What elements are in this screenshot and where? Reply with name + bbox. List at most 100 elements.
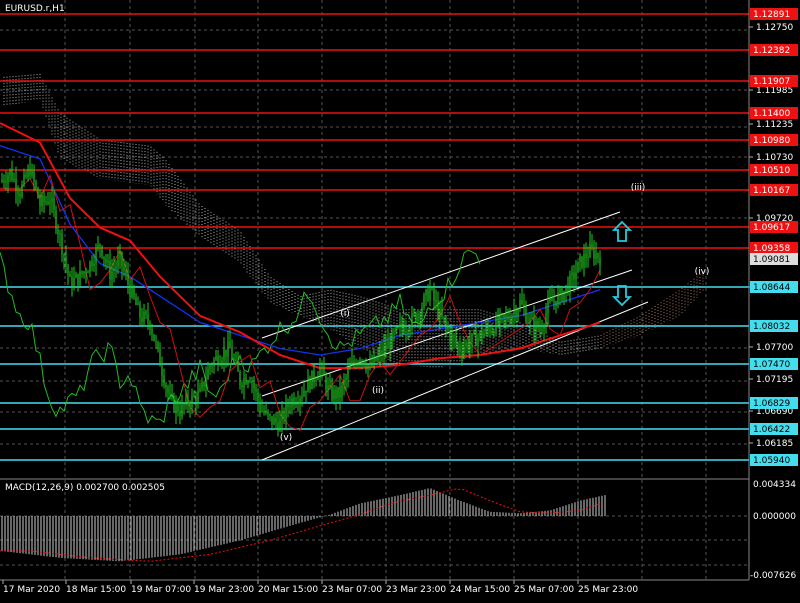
candle-body[interactable] (317, 377, 319, 380)
candle-body[interactable] (433, 288, 435, 300)
candle-body[interactable] (579, 256, 581, 262)
candle-body[interactable] (233, 358, 235, 360)
candle-body[interactable] (169, 393, 171, 395)
candle-body[interactable] (493, 331, 495, 335)
macd-panel[interactable]: MACD(12,26,9) 0.002700 0.002505 (0, 478, 749, 562)
candle-body[interactable] (393, 331, 395, 333)
candle-body[interactable] (553, 300, 555, 302)
candle-body[interactable] (191, 395, 193, 407)
candle-body[interactable] (221, 360, 223, 364)
candle-body[interactable] (533, 317, 535, 332)
candle-body[interactable] (527, 322, 529, 324)
candle-body[interactable] (29, 168, 31, 176)
candle-body[interactable] (463, 347, 465, 354)
candle-body[interactable] (275, 418, 277, 423)
candle-body[interactable] (327, 384, 329, 390)
candle-body[interactable] (147, 314, 149, 323)
candle-body[interactable] (593, 247, 595, 259)
candle-body[interactable] (155, 340, 157, 342)
candle-body[interactable] (213, 359, 215, 367)
candle-body[interactable] (383, 345, 385, 355)
candle-body[interactable] (211, 365, 213, 367)
candle-body[interactable] (25, 174, 27, 178)
candle-body[interactable] (591, 243, 593, 248)
candle-body[interactable] (89, 261, 91, 273)
candle-body[interactable] (167, 387, 169, 394)
candle-body[interactable] (361, 360, 363, 362)
candle-body[interactable] (369, 362, 371, 366)
candle-body[interactable] (465, 342, 467, 348)
candle-body[interactable] (135, 297, 137, 305)
candle-body[interactable] (207, 368, 209, 380)
candle-body[interactable] (115, 266, 117, 269)
candle-body[interactable] (321, 366, 323, 368)
candle-body[interactable] (141, 317, 143, 322)
candle-body[interactable] (567, 285, 569, 294)
candle-body[interactable] (69, 274, 71, 277)
candle-body[interactable] (161, 366, 163, 376)
candle-body[interactable] (45, 201, 47, 203)
candle-body[interactable] (145, 311, 147, 315)
candle-body[interactable] (143, 311, 145, 322)
candle-body[interactable] (223, 349, 225, 361)
candle-body[interactable] (365, 365, 367, 370)
candle-body[interactable] (395, 327, 397, 333)
candle-body[interactable] (431, 288, 433, 290)
candle-body[interactable] (241, 385, 243, 388)
candle-body[interactable] (121, 252, 123, 268)
candle-body[interactable] (157, 341, 159, 348)
candle-body[interactable] (15, 178, 17, 192)
candle-body[interactable] (257, 391, 259, 402)
candle-body[interactable] (273, 418, 275, 425)
candle-body[interactable] (51, 198, 53, 202)
candle-body[interactable] (225, 349, 227, 357)
candle-body[interactable] (421, 307, 423, 318)
candle-body[interactable] (9, 169, 11, 176)
candle-body[interactable] (415, 312, 417, 321)
candle-body[interactable] (403, 328, 405, 333)
candle-body[interactable] (117, 258, 119, 267)
candle-body[interactable] (335, 389, 337, 399)
candle-body[interactable] (515, 310, 517, 317)
candle-body[interactable] (259, 401, 261, 412)
candle-body[interactable] (267, 410, 269, 415)
candle-body[interactable] (63, 254, 65, 257)
candle-body[interactable] (313, 370, 315, 381)
candle-body[interactable] (19, 193, 21, 197)
candle-body[interactable] (523, 304, 525, 309)
candle-body[interactable] (297, 403, 299, 405)
candle-body[interactable] (559, 288, 561, 294)
candle-body[interactable] (349, 365, 351, 370)
candle-body[interactable] (351, 360, 353, 366)
candle-body[interactable] (405, 330, 407, 333)
candle-body[interactable] (263, 410, 265, 413)
candle-body[interactable] (355, 363, 357, 367)
candle-body[interactable] (409, 328, 411, 332)
candle-body[interactable] (99, 244, 101, 247)
candle-body[interactable] (551, 297, 553, 302)
candle-body[interactable] (477, 337, 479, 346)
candle-body[interactable] (159, 347, 161, 367)
candle-body[interactable] (193, 395, 195, 397)
candle-body[interactable] (85, 271, 87, 274)
candle-body[interactable] (543, 326, 545, 330)
candle-body[interactable] (83, 271, 85, 275)
candle-body[interactable] (499, 314, 501, 325)
candle-body[interactable] (129, 284, 131, 297)
candle-body[interactable] (243, 378, 245, 388)
candle-body[interactable] (363, 360, 365, 366)
candle-body[interactable] (107, 260, 109, 263)
candle-body[interactable] (497, 317, 499, 325)
candle-body[interactable] (101, 246, 103, 257)
candle-body[interactable] (519, 300, 521, 310)
candle-body[interactable] (599, 257, 601, 265)
candle-body[interactable] (401, 323, 403, 329)
candle-body[interactable] (387, 341, 389, 349)
candle-body[interactable] (509, 319, 511, 323)
time-axis[interactable]: 17 Mar 2020 18 Mar 15:00 19 Mar 07:00 19 Ma… (0, 579, 749, 595)
candle-body[interactable] (133, 286, 135, 298)
candle-body[interactable] (119, 252, 121, 259)
price-candles[interactable] (1, 156, 601, 437)
candle-body[interactable] (265, 410, 267, 413)
